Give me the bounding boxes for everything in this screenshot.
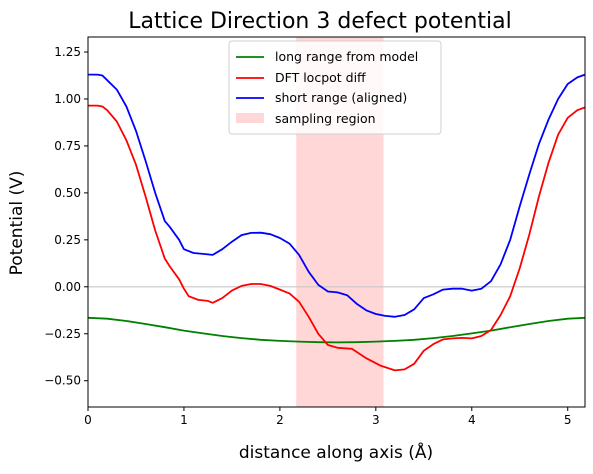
series-line-long-range-from-model: [87, 316, 586, 344]
x-tick-label: 0: [84, 413, 92, 427]
y-tick-label: −0.25: [44, 327, 81, 341]
y-tick-label: −0.50: [44, 374, 81, 388]
legend-label-long-range: long range from model: [275, 49, 418, 64]
series-layer: [87, 73, 586, 372]
x-tick-label: 1: [180, 413, 188, 427]
legend-box: [228, 40, 442, 135]
x-axis-ticks: 0 1 2 3 4 5: [84, 407, 572, 427]
legend-swatch-sampling-region: [236, 113, 264, 123]
y-axis-ticks: 1.25 1.00 0.75 0.50 0.25 0.00 −0.25 −0.50: [44, 45, 88, 388]
x-tick-label: 5: [564, 413, 572, 427]
chart-title: Lattice Direction 3 defect potential: [128, 9, 511, 34]
x-tick-label: 3: [372, 413, 380, 427]
y-tick-label: 0.25: [54, 233, 81, 247]
series-line-dft-locpot-diff: [88, 104, 586, 372]
y-tick-label: 1.00: [54, 92, 81, 106]
x-tick-label: 4: [468, 413, 476, 427]
legend: long range from model DFT locpot diff sh…: [228, 40, 442, 135]
series-line-short-range-aligned: [88, 73, 586, 318]
plot-frame: [87, 36, 586, 408]
legend-label-short-range: short range (aligned): [275, 90, 407, 105]
legend-label-dft-locpot: DFT locpot diff: [275, 70, 366, 85]
y-tick-label: 0.75: [54, 139, 81, 153]
y-tick-label: 1.25: [54, 45, 81, 59]
x-axis-label: distance along axis (Å): [239, 441, 433, 463]
x-tick-label: 2: [276, 413, 284, 427]
y-tick-label: 0.50: [54, 186, 81, 200]
legend-label-sampling-region: sampling region: [275, 111, 376, 126]
y-axis-label: Potential (V): [7, 171, 27, 276]
y-tick-label: 0.00: [54, 280, 81, 294]
